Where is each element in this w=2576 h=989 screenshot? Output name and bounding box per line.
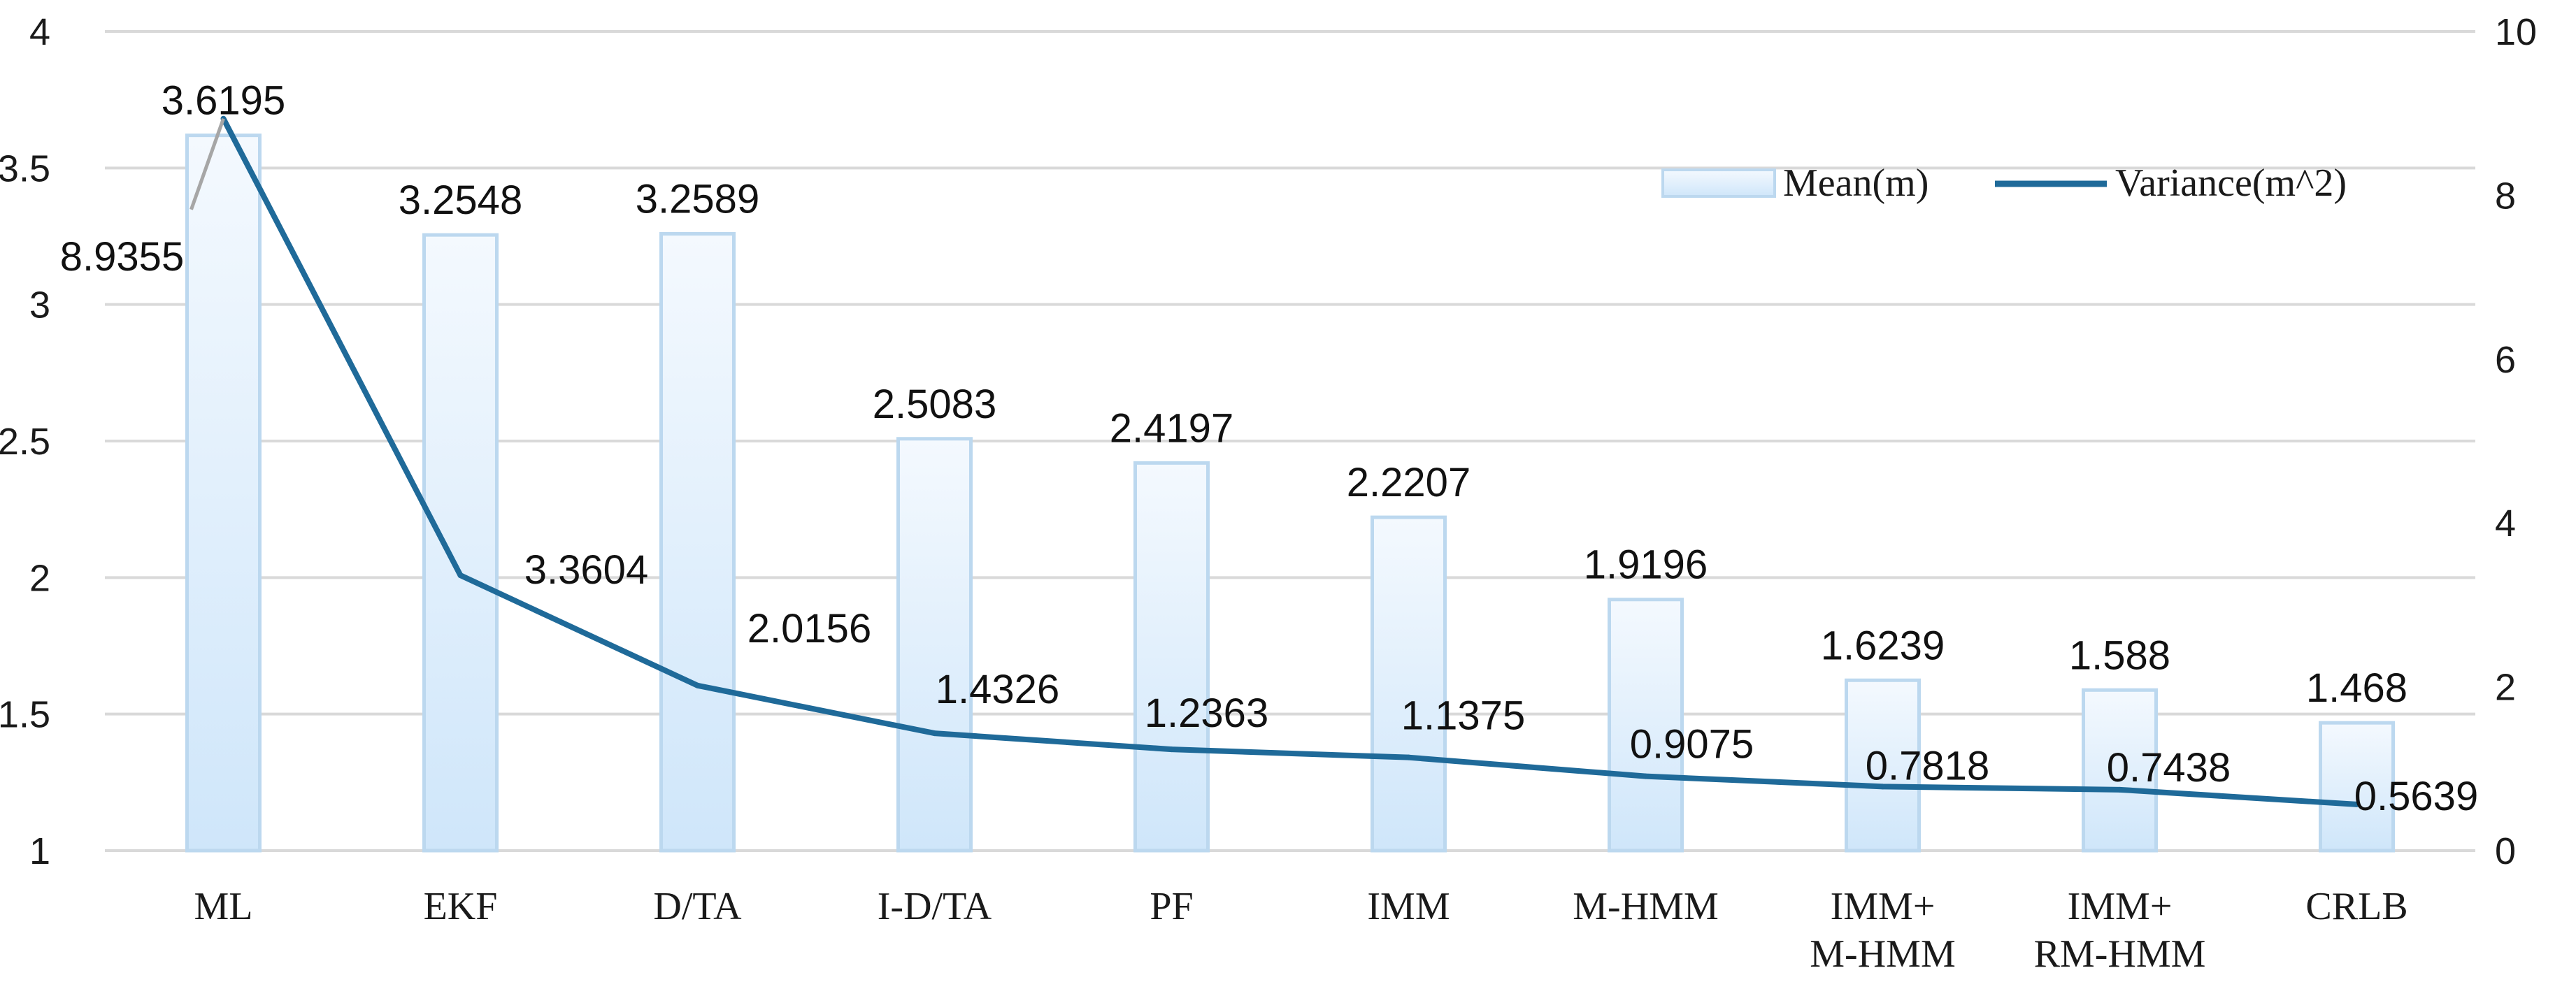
left-axis-tick-label: 2.5 xyxy=(0,421,50,463)
legend: Mean(m) Variance(m^2) xyxy=(1661,161,2347,205)
right-axis-tick-label: 2 xyxy=(2495,667,2516,709)
variance-point xyxy=(1405,754,1412,760)
bar-mean xyxy=(896,437,973,853)
gridlines xyxy=(105,30,2475,852)
variance-data-label: 8.9355 xyxy=(60,234,184,280)
bar-data-label: 1.6239 xyxy=(1821,623,1945,668)
bar-data-label: 2.5083 xyxy=(873,382,996,427)
variance-data-label: 1.2363 xyxy=(1145,691,1268,736)
left-axis-tick-label: 3.5 xyxy=(0,147,50,189)
data-label-leader-line xyxy=(189,117,225,210)
legend-label-mean: Mean(m) xyxy=(1783,161,1929,205)
left-axis-tick-label: 3 xyxy=(29,284,50,326)
bar-data-label: 1.588 xyxy=(2069,633,2170,678)
bar-mean xyxy=(422,233,499,853)
variance-point xyxy=(1880,784,1886,790)
variance-point xyxy=(1643,773,1649,779)
category-label: I-D/TA xyxy=(878,885,992,928)
right-axis-tick-label: 0 xyxy=(2495,830,2516,872)
left-axis-tick-label: 1.5 xyxy=(0,694,50,736)
bar-mean xyxy=(185,133,262,853)
variance-point xyxy=(2354,801,2360,807)
category-label: IMM+ xyxy=(1831,885,1935,928)
data-labels: 3.6195 3.2548 3.2589 2.5083 2.4197 2.2207 1.91… xyxy=(60,78,2478,819)
bar-data-label: 2.4197 xyxy=(1110,405,1233,451)
category-label: EKF xyxy=(424,885,498,928)
variance-data-label: 3.3604 xyxy=(524,547,648,593)
bar-mean xyxy=(1371,515,1447,853)
bar-data-label: 1.468 xyxy=(2306,665,2407,711)
right-axis-tick-label: 4 xyxy=(2495,503,2516,544)
right-axis-tick-label: 8 xyxy=(2495,175,2516,217)
variance-point xyxy=(931,730,938,737)
variance-line xyxy=(220,117,2357,807)
category-label: D/TA xyxy=(653,885,742,928)
left-axis-tick-label: 1 xyxy=(29,830,50,872)
variance-data-label: 0.9075 xyxy=(1630,722,1754,767)
axes: 1 1.5 2 2.5 3 3.5 4 0 2 4 6 8 10 ML EKF D/TA I-D/TA PF IMM… xyxy=(0,11,2537,976)
bar-data-label: 3.2548 xyxy=(399,178,522,223)
bar-mean xyxy=(1845,678,1921,853)
category-label: M-HMM xyxy=(1573,885,1718,928)
right-axis-tick-label: 6 xyxy=(2495,339,2516,381)
variance-point xyxy=(1168,746,1175,753)
variance-data-label: 0.5639 xyxy=(2354,774,2478,819)
variance-point xyxy=(2117,786,2123,793)
bar-mean xyxy=(2319,721,2395,853)
category-label: CRLB xyxy=(2305,885,2407,928)
left-axis-tick-label: 2 xyxy=(29,557,50,599)
variance-data-label: 0.7438 xyxy=(2107,745,2231,791)
bar-data-label: 3.2589 xyxy=(636,177,759,222)
bar-mean xyxy=(659,232,736,853)
bar-data-label: 3.6195 xyxy=(162,78,285,124)
legend-swatch-mean xyxy=(1661,168,1776,198)
variance-point xyxy=(694,682,701,688)
right-axis-tick-label: 10 xyxy=(2495,11,2537,53)
category-label: IMM xyxy=(1367,885,1450,928)
left-axis-tick-label: 4 xyxy=(29,11,50,53)
category-label: RM-HMM xyxy=(2034,932,2206,976)
category-label: M-HMM xyxy=(1810,932,1955,976)
variance-data-label: 0.7818 xyxy=(1866,743,1989,788)
bar-mean xyxy=(2082,688,2158,853)
bar-mean xyxy=(1133,461,1210,853)
bar-data-label: 2.2207 xyxy=(1347,460,1471,505)
category-label: PF xyxy=(1150,885,1193,928)
variance-line-layer xyxy=(220,115,2360,807)
legend-label-variance: Variance(m^2) xyxy=(2115,161,2347,205)
category-label: ML xyxy=(194,885,253,928)
variance-data-label: 1.4326 xyxy=(936,667,1059,712)
variance-point xyxy=(457,572,464,579)
variance-data-label: 2.0156 xyxy=(747,606,871,651)
category-label: IMM+ xyxy=(2068,885,2173,928)
bars xyxy=(185,133,2395,853)
variance-data-label: 1.1375 xyxy=(1401,693,1525,739)
bar-data-label: 1.9196 xyxy=(1584,542,1708,588)
bar-mean xyxy=(1608,598,1684,853)
